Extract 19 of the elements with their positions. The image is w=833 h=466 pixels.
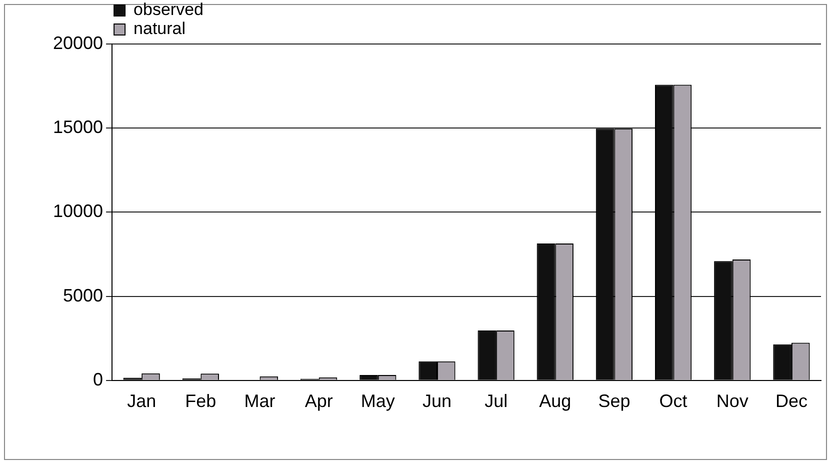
x-tick-label: May	[360, 391, 395, 412]
x-tick-label: Jan	[127, 391, 156, 412]
x-tick-label: Apr	[304, 391, 333, 412]
x-tick-label: Sep	[598, 391, 630, 412]
y-tick-label: 20000	[52, 32, 104, 53]
legend-label: observed	[134, 0, 204, 20]
x-tick-label: Jun	[422, 391, 452, 412]
x-tick-label: Jul	[484, 391, 508, 412]
x-tick-label: Dec	[775, 391, 808, 412]
x-tick-label: Feb	[185, 391, 216, 412]
y-tick-label: 5000	[63, 285, 104, 306]
legend-label: natural	[134, 19, 186, 38]
x-tick-label: Nov	[716, 391, 748, 412]
x-tick-label: Mar	[244, 391, 276, 412]
x-tick-label: Oct	[659, 391, 688, 412]
y-tick-label: 10000	[52, 201, 104, 222]
y-tick-label: 15000	[52, 117, 104, 138]
y-tick-label: 0	[93, 369, 104, 390]
x-tick-label: Aug	[539, 391, 572, 412]
